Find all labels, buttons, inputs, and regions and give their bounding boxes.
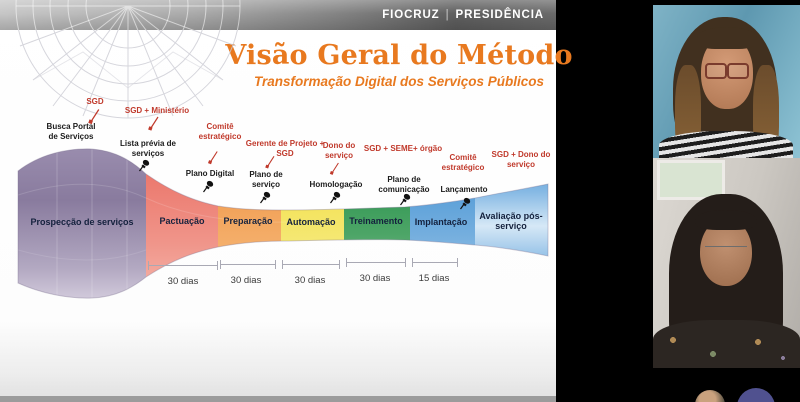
- stage-preparacao: Preparação: [223, 216, 273, 226]
- role-gerente-sgd: Gerente de Projeto + SGD: [245, 139, 325, 158]
- org-divider: |: [445, 9, 450, 21]
- role-comite-1: Comitê estratégico: [198, 122, 242, 141]
- slide-bottom-strip: [0, 396, 556, 402]
- pushpin-icon: [460, 197, 471, 210]
- participants-panel: [653, 0, 800, 402]
- duration-bracket: [282, 260, 340, 269]
- participant-2-hair: [695, 210, 757, 230]
- participant-2-glasses: [705, 246, 747, 257]
- duration-5: 15 dias: [418, 273, 450, 284]
- stage-automacao: Automação: [286, 217, 336, 227]
- funnel-outline: [17, 148, 549, 299]
- stage-pactuacao: Pactuação: [159, 216, 205, 226]
- duration-4: 30 dias: [359, 273, 391, 284]
- pushpin-icon: [203, 180, 214, 193]
- red-arrow-icon: [88, 109, 100, 125]
- deliv-lancamento: Lançamento: [440, 185, 488, 194]
- org-title: FIOCRUZ | PRESIDÊNCIA: [382, 0, 544, 30]
- participant-1-hair: [697, 27, 757, 49]
- participant-avatar-1[interactable]: [695, 390, 725, 402]
- role-comite-2: Comitê estratégico: [441, 153, 485, 172]
- duration-bracket: [148, 261, 218, 270]
- slide-subtitle: Transformação Digital dos Serviços Públi…: [253, 74, 545, 89]
- participant-2-shirt: [653, 320, 800, 368]
- method-funnel-diagram: [17, 148, 549, 299]
- participant-1-glasses: [705, 63, 749, 79]
- duration-1: 30 dias: [167, 276, 199, 287]
- dept-name: PRESIDÊNCIA: [455, 9, 544, 21]
- stage-implantacao: Implantação: [414, 217, 468, 227]
- pushpin-icon: [139, 159, 150, 172]
- role-sgd-dono: SGD + Dono do serviço: [491, 150, 551, 169]
- deliv-busca-portal: Busca Portal de Serviços: [46, 122, 96, 141]
- stage-avaliacao: Avaliação pós-serviço: [479, 211, 543, 232]
- deliv-lista-previa: Lista prévia de serviços: [119, 139, 177, 158]
- stage-treinamento: Treinamento: [349, 216, 403, 226]
- participant-video-2[interactable]: [653, 158, 800, 368]
- red-arrow-icon: [329, 162, 339, 175]
- role-sgd-ministerio: SGD + Ministério: [124, 106, 190, 115]
- deliv-plano-digital: Plano Digital: [185, 169, 235, 178]
- slide-header-bar: FIOCRUZ | PRESIDÊNCIA: [0, 0, 556, 30]
- duration-3: 30 dias: [294, 275, 326, 286]
- presentation-slide: FIOCRUZ | PRESIDÊNCIA Visão Geral do Métod…: [0, 0, 572, 402]
- participant-avatar-2[interactable]: [737, 388, 775, 402]
- duration-bracket: [220, 260, 276, 269]
- pushpin-icon: [330, 191, 341, 204]
- red-arrow-icon: [207, 151, 218, 165]
- participant-video-1[interactable]: [653, 5, 800, 158]
- deliv-plano-comunicacao: Plano de comunicação: [378, 175, 430, 194]
- duration-2: 30 dias: [230, 275, 262, 286]
- deliv-homologacao: Homologação: [309, 180, 363, 189]
- pushpin-icon: [260, 191, 271, 204]
- org-name: FIOCRUZ: [382, 9, 440, 21]
- slide-title: Visão Geral do Método: [225, 40, 573, 71]
- red-arrow-icon: [148, 116, 159, 131]
- duration-bracket: [412, 258, 458, 267]
- deliv-plano-servico: Plano de serviço: [249, 170, 283, 189]
- stage-prospeccao: Prospecção de serviços: [30, 217, 134, 227]
- duration-bracket: [346, 258, 406, 267]
- wall-picture-frame: [657, 160, 725, 200]
- role-sgd: SGD: [86, 97, 104, 106]
- pushpin-icon: [400, 193, 411, 206]
- fiocruz-rosette-watermark: [15, 0, 241, 119]
- participant-1-striped-shirt: [659, 131, 793, 158]
- red-arrow-icon: [265, 156, 275, 169]
- role-dono-servico: Dono do serviço: [322, 141, 356, 160]
- role-sgd-seme-orgao: SGD + SEME+ órgão: [363, 144, 443, 153]
